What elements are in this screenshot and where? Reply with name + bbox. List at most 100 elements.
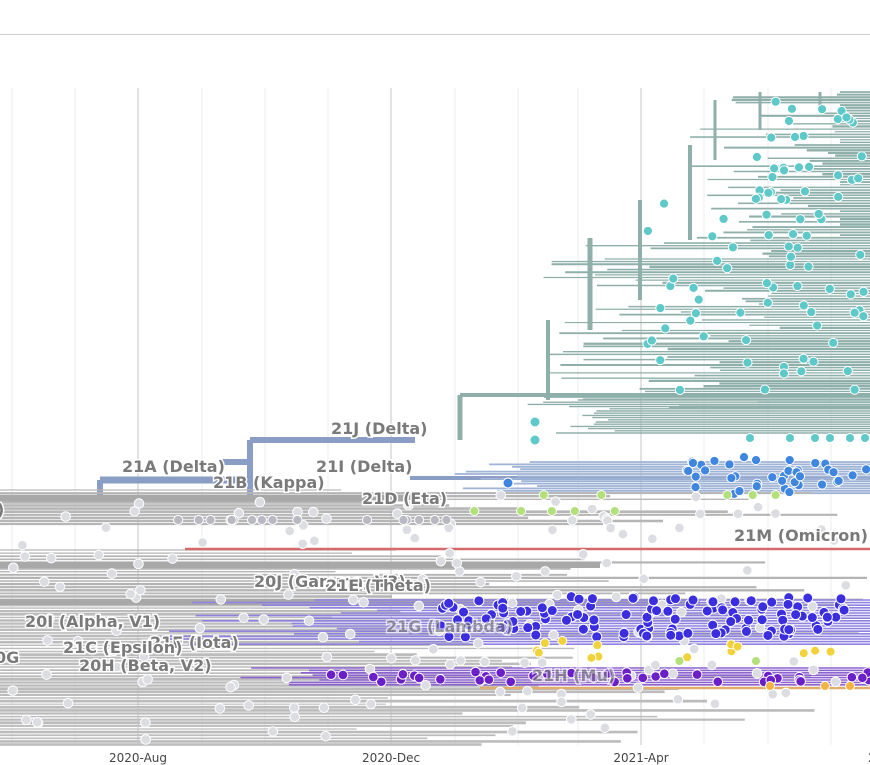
tip-node[interactable] — [347, 594, 359, 606]
tip-node[interactable] — [770, 96, 781, 107]
tip-node[interactable] — [505, 676, 517, 688]
tip-node[interactable] — [761, 209, 772, 220]
tip-node[interactable] — [751, 667, 763, 679]
tip-node[interactable] — [303, 615, 315, 627]
tip-node[interactable] — [429, 514, 440, 526]
tip-node[interactable] — [398, 514, 409, 526]
tip-node[interactable] — [806, 612, 818, 624]
tip-node[interactable] — [810, 645, 821, 656]
tip-node[interactable] — [688, 282, 699, 294]
tip-node[interactable] — [205, 514, 216, 526]
tip-node[interactable] — [784, 486, 795, 498]
tip-node[interactable] — [72, 635, 84, 647]
tip-node[interactable] — [810, 433, 820, 443]
tip-node[interactable] — [557, 635, 568, 646]
tip-node[interactable] — [828, 467, 839, 478]
tip-node[interactable] — [752, 501, 764, 513]
tip-node[interactable] — [173, 514, 184, 526]
tip-node[interactable] — [321, 513, 332, 524]
tip-node[interactable] — [855, 249, 866, 260]
tip-node[interactable] — [605, 522, 616, 534]
tip-node[interactable] — [443, 597, 455, 609]
tip-node[interactable] — [38, 576, 50, 587]
tip-node[interactable] — [142, 674, 153, 685]
tip-node[interactable] — [444, 659, 456, 670]
tip-node[interactable] — [662, 605, 674, 617]
tip-node[interactable] — [808, 664, 819, 676]
tip-node[interactable] — [685, 315, 696, 326]
tip-node[interactable] — [463, 615, 475, 627]
tip-node[interactable] — [761, 278, 773, 289]
tip-node[interactable] — [798, 648, 809, 659]
tip-node[interactable] — [659, 668, 670, 680]
tip-node[interactable] — [718, 213, 729, 225]
tip-node[interactable] — [821, 611, 833, 623]
tip-node[interactable] — [785, 251, 797, 262]
tip-node[interactable] — [810, 457, 821, 469]
tip-node[interactable] — [510, 570, 522, 582]
tip-node[interactable] — [726, 472, 737, 484]
tip-node[interactable] — [258, 614, 270, 625]
tip-node[interactable] — [700, 465, 711, 476]
tip-node[interactable] — [214, 703, 226, 714]
tip-node[interactable] — [550, 496, 561, 507]
tip-node[interactable] — [849, 307, 860, 318]
tip-node[interactable] — [588, 614, 600, 626]
tip-node[interactable] — [762, 297, 773, 308]
tip-node[interactable] — [842, 366, 853, 377]
tip-node[interactable] — [54, 581, 66, 593]
tip-node[interactable] — [516, 702, 528, 714]
tip-node[interactable] — [60, 511, 71, 522]
tip-node[interactable] — [455, 655, 466, 666]
tip-node[interactable] — [129, 506, 140, 517]
tip-node[interactable] — [840, 580, 852, 591]
tip-node[interactable] — [135, 584, 146, 596]
tip-node[interactable] — [519, 657, 530, 669]
tip-node[interactable] — [742, 357, 753, 368]
tip-node[interactable] — [515, 605, 527, 617]
tip-node[interactable] — [539, 638, 550, 649]
tip-node[interactable] — [788, 656, 800, 667]
tip-node[interactable] — [750, 193, 762, 204]
tip-node[interactable] — [698, 331, 709, 342]
tip-node[interactable] — [738, 452, 750, 463]
tip-node[interactable] — [632, 682, 644, 693]
tip-node[interactable] — [798, 130, 809, 142]
tip-node[interactable] — [601, 557, 612, 569]
tip-node[interactable] — [638, 573, 649, 585]
tip-node[interactable] — [812, 320, 823, 331]
tip-node[interactable] — [674, 384, 686, 396]
tip-node[interactable] — [747, 490, 758, 500]
tip-node[interactable] — [522, 622, 534, 634]
tip-node[interactable] — [665, 629, 677, 641]
tip-node[interactable] — [386, 652, 397, 664]
tip-node[interactable] — [551, 589, 563, 601]
tip-node[interactable] — [794, 471, 806, 482]
tip-node[interactable] — [751, 151, 763, 163]
tip-node[interactable] — [651, 605, 663, 617]
tip-node[interactable] — [766, 132, 777, 143]
tip-node[interactable] — [287, 577, 299, 588]
tip-node[interactable] — [763, 230, 774, 241]
tip-node[interactable] — [495, 490, 507, 501]
tip-node[interactable] — [17, 539, 28, 551]
tip-node[interactable] — [792, 280, 803, 292]
tip-node[interactable] — [706, 659, 718, 671]
tip-node[interactable] — [403, 499, 414, 511]
tip-node[interactable] — [226, 514, 237, 526]
tip-node[interactable] — [292, 514, 303, 526]
tip-node[interactable] — [745, 595, 757, 607]
tip-node[interactable] — [472, 638, 484, 649]
tip-node[interactable] — [321, 651, 333, 663]
tip-node[interactable] — [428, 643, 439, 655]
tip-node[interactable] — [592, 640, 603, 651]
tip-node[interactable] — [106, 568, 118, 579]
tip-node[interactable] — [847, 470, 858, 481]
tip-node[interactable] — [21, 714, 32, 726]
tip-node[interactable] — [539, 566, 551, 577]
tip-node[interactable] — [812, 623, 824, 635]
tip-node[interactable] — [816, 479, 828, 490]
tip-node[interactable] — [802, 592, 814, 604]
tip-node[interactable] — [528, 670, 539, 682]
tip-node[interactable] — [816, 524, 827, 535]
